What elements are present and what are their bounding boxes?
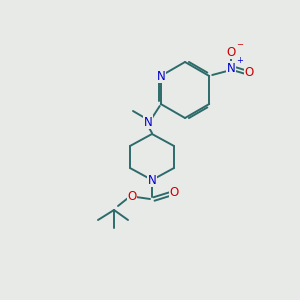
Text: +: + <box>236 56 243 65</box>
Text: O: O <box>169 185 178 199</box>
Text: N: N <box>227 61 236 74</box>
Text: O: O <box>128 190 136 202</box>
Text: N: N <box>144 116 152 128</box>
Text: O: O <box>226 46 236 59</box>
Text: N: N <box>156 70 165 83</box>
Text: −: − <box>236 40 243 49</box>
Text: O: O <box>244 67 254 80</box>
Text: N: N <box>148 173 156 187</box>
